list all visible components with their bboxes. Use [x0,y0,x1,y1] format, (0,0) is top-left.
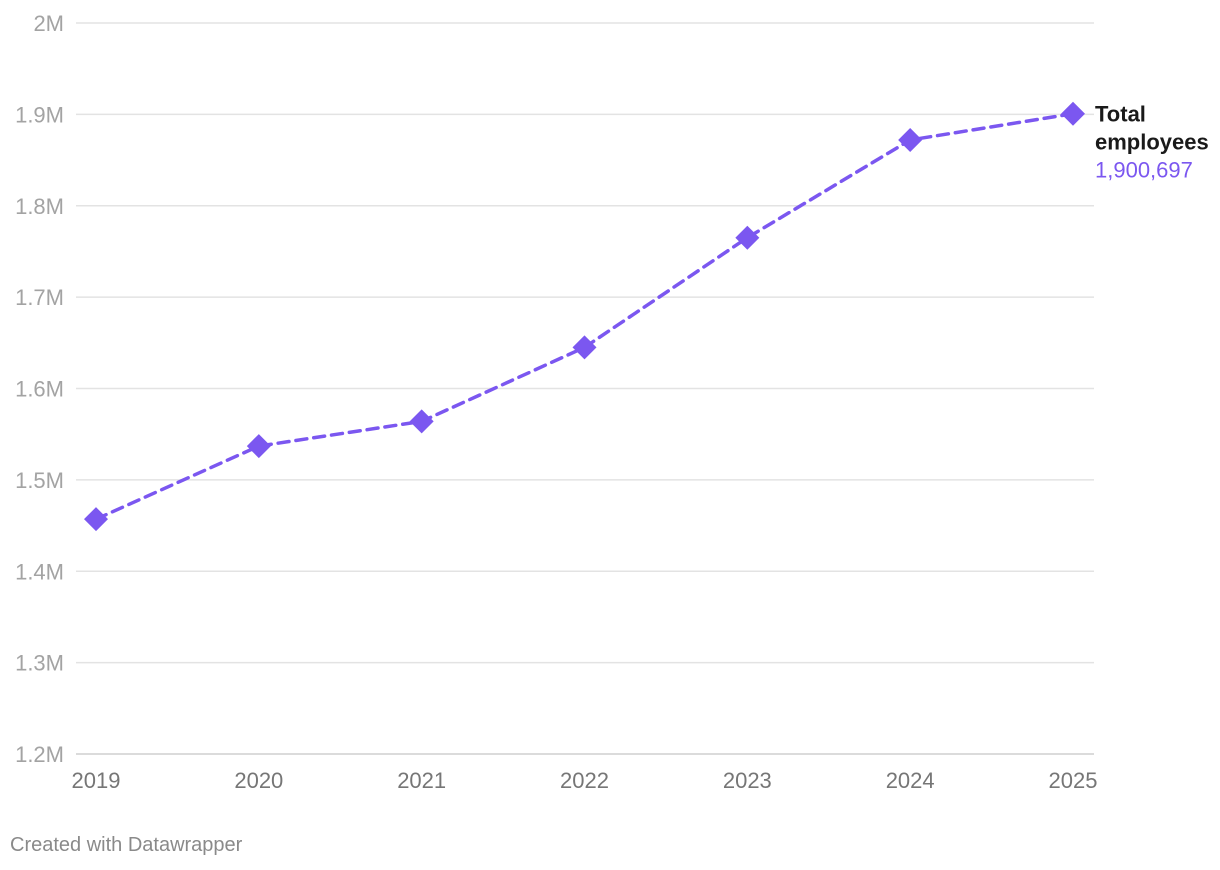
series-name-label-line-2: employees [1095,130,1209,155]
y-axis-ticks: 1.2M 1.3M 1.4M 1.5M 1.6M 1.7M 1.8M 1.9M 2M [15,11,64,767]
data-point-2023 [735,225,760,250]
x-tick-label: 2022 [560,768,609,793]
datawrapper-credit: Created with Datawrapper [10,834,243,856]
data-point-2019 [84,507,108,532]
data-point-2025 [1061,101,1085,126]
y-tick-label: 1.3M [15,651,64,676]
series-line [94,111,1075,521]
gridlines [76,22,1094,755]
series-name-label-line-1: Total [1095,102,1146,127]
data-point-2022 [572,335,597,360]
x-tick-label: 2025 [1049,768,1098,793]
x-tick-label: 2024 [886,768,935,793]
data-point-2021 [409,409,434,434]
y-tick-label: 1.2M [15,742,64,767]
x-tick-label: 2021 [397,768,446,793]
y-tick-label: 1.5M [15,468,64,493]
y-tick-label: 1.4M [15,559,64,584]
y-tick-label: 1.7M [15,285,64,310]
x-axis-ticks: 2019 2020 2021 2022 2023 2024 2025 [72,768,1098,793]
series-end-label: Total employees 1,900,697 [1095,102,1209,183]
series-total-employees [84,101,1085,532]
x-tick-label: 2020 [234,768,283,793]
data-point-2020 [246,434,271,459]
series-last-value-label: 1,900,697 [1095,158,1193,183]
x-tick-label: 2019 [72,768,121,793]
y-tick-label: 1.6M [15,377,64,402]
y-tick-label: 1.8M [15,194,64,219]
y-tick-label: 1.9M [15,102,64,127]
y-tick-label: 2M [33,11,64,36]
x-tick-label: 2023 [723,768,772,793]
data-point-2024 [898,127,923,152]
